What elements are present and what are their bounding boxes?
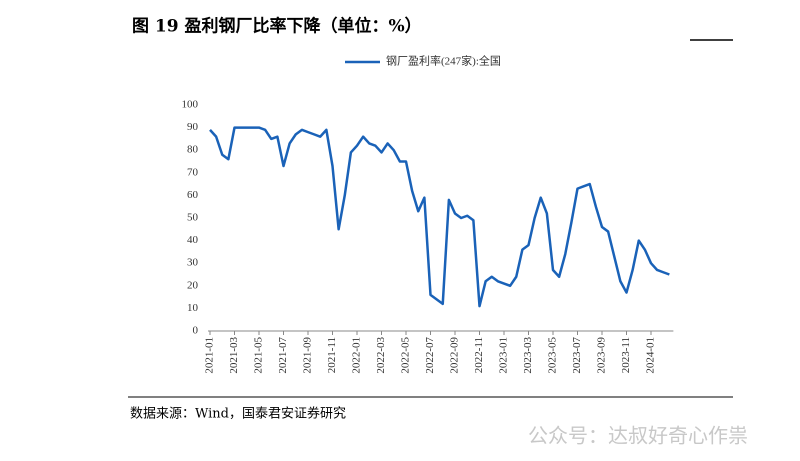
x-tick-label: 2023-05 — [547, 337, 559, 374]
x-tick-label: 2023-03 — [522, 337, 534, 374]
y-tick-label: 40 — [187, 234, 199, 246]
y-tick-label: 60 — [187, 189, 199, 201]
x-tick-label: 2023-11 — [620, 337, 632, 373]
x-tick-label: 2021-07 — [277, 337, 289, 374]
x-tick-label: 2021-05 — [253, 337, 265, 374]
x-tick-label: 2021-11 — [326, 337, 338, 373]
x-tick-label: 2022-07 — [424, 337, 436, 374]
y-tick-label: 0 — [193, 325, 199, 337]
y-tick-label: 80 — [187, 144, 199, 156]
y-tick-label: 20 — [187, 279, 199, 291]
x-tick-label: 2021-03 — [228, 337, 240, 374]
source: 数据来源：Wind，国泰君安证券研究 — [130, 406, 346, 422]
x-tick-label: 2023-07 — [571, 337, 583, 374]
series-line — [209, 126, 670, 308]
y-tick-label: 100 — [182, 99, 199, 111]
y-tick-label: 50 — [187, 212, 199, 224]
x-tick-label: 2022-05 — [400, 337, 412, 374]
x-tick-label: 2022-09 — [449, 337, 461, 374]
x-tick-label: 2022-01 — [351, 337, 363, 374]
legend-label: 钢厂盈利率(247家):全国 — [386, 54, 501, 68]
y-tick-label: 90 — [187, 121, 199, 133]
chart-title: 图 19 盈利钢厂比率下降（单位：%） — [132, 16, 422, 37]
x-tick-label: 2021-09 — [302, 337, 314, 374]
watermark: 公众号：达叔好奇心作祟 — [528, 424, 748, 448]
y-tick-label: 10 — [187, 302, 199, 314]
x-tick-label: 2023-01 — [498, 337, 510, 374]
y-tick-label: 70 — [187, 166, 199, 178]
y-tick-label: 30 — [187, 257, 199, 269]
x-tick-label: 2022-03 — [375, 337, 387, 374]
x-tick-label: 2023-09 — [596, 337, 608, 374]
x-tick-label: 2022-11 — [473, 337, 485, 373]
x-tick-label: 2024-01 — [645, 337, 657, 374]
x-tick-label: 2021-01 — [204, 337, 216, 374]
